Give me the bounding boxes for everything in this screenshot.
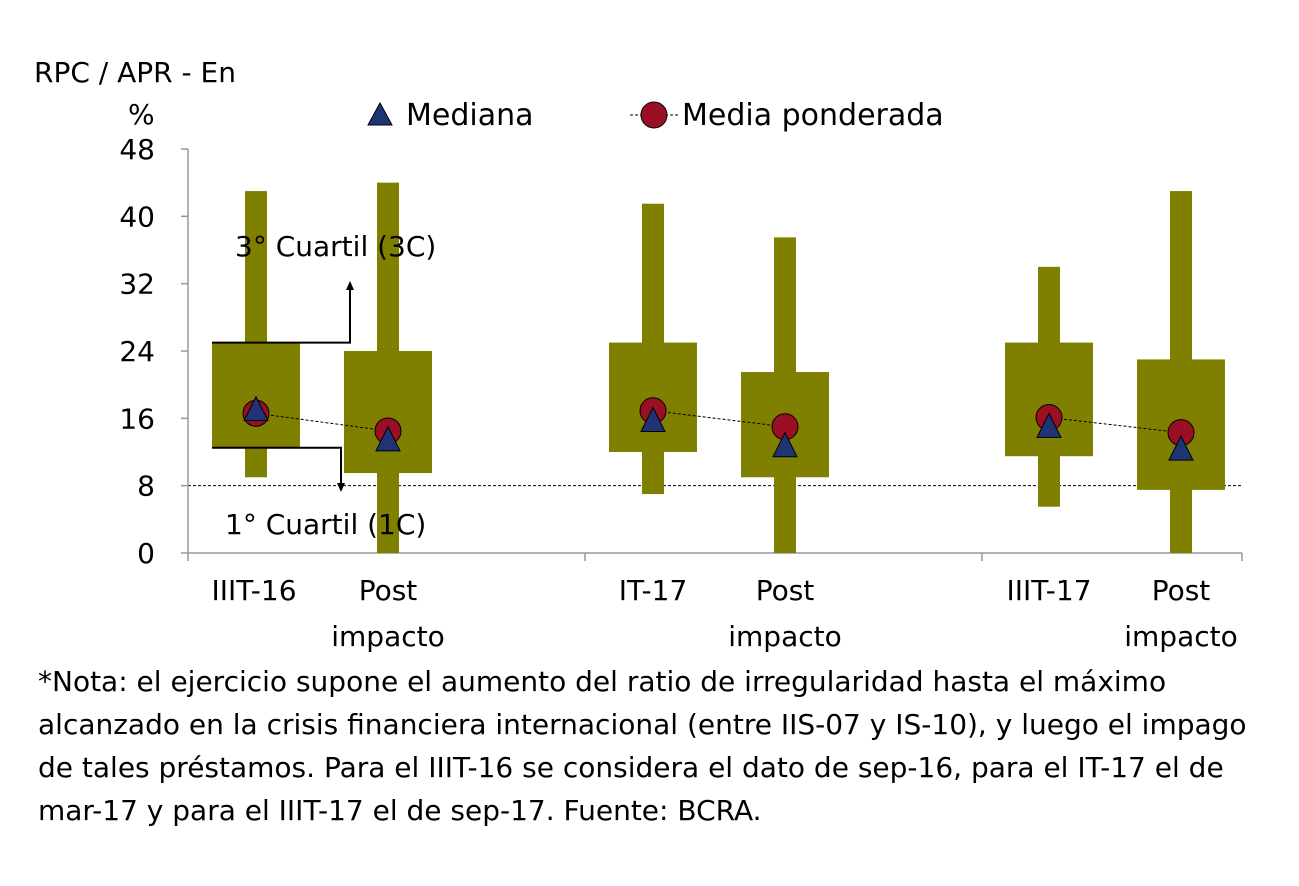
mean-link-line	[652, 410, 786, 428]
legend-mean-marker	[640, 101, 668, 129]
quartile-box	[212, 342, 300, 448]
y-tick-label: 40	[119, 200, 155, 233]
x-tick-label: IT-17	[619, 574, 688, 607]
x-tick-label: impacto	[728, 620, 842, 653]
mean-link-line	[1048, 416, 1182, 434]
mean-link-line	[255, 412, 389, 432]
y-axis-unit: %	[128, 98, 155, 131]
third-quartile-arrowhead	[346, 281, 354, 290]
quartile-box	[344, 351, 432, 474]
y-tick-label: 0	[137, 537, 155, 570]
legend-mean-label: Media ponderada	[682, 98, 944, 133]
y-axis-title: RPC / APR - En	[34, 56, 236, 89]
y-tick-label: 16	[119, 402, 155, 435]
x-tick-label: IIIT-17	[1006, 574, 1091, 607]
y-tick-label: 32	[119, 268, 155, 301]
mean-links	[255, 410, 1182, 434]
third-quartile-label: 3° Cuartil (3C)	[235, 230, 436, 263]
y-tick-label: 8	[137, 470, 155, 503]
median-point	[1036, 412, 1062, 438]
quartile-annotations: 3° Cuartil (3C) 1° Cuartil (1C)	[212, 230, 436, 541]
median-point	[243, 395, 269, 422]
y-tick-labels: 0 8 16 24 32 40 48	[119, 133, 155, 570]
legend-median-label: Mediana	[406, 98, 534, 133]
box-chart: 0 8 16 24 32 40 48 IIIT-16 Post impacto IT-17 Post…	[119, 98, 1243, 653]
x-tick-label: Post	[1152, 574, 1211, 607]
median-point	[1168, 435, 1194, 461]
axes	[181, 148, 1243, 561]
first-quartile-arrowhead	[337, 483, 345, 492]
third-quartile-arrow	[212, 286, 351, 344]
first-quartile-arrow	[212, 446, 342, 487]
footnote: *Nota: el ejercicio supone el aumento de…	[38, 665, 1247, 827]
legend-median-marker	[367, 101, 393, 126]
x-tick-label: Post	[359, 574, 418, 607]
markers	[242, 395, 1195, 461]
y-tick-label: 24	[119, 335, 155, 368]
x-tick-label: IIIT-16	[211, 574, 296, 607]
legend: Mediana Media ponderada	[367, 98, 944, 133]
median-point	[640, 406, 666, 433]
x-tick-labels: IIIT-16 Post impacto IT-17 Post impacto IIIT-1…	[211, 574, 1237, 653]
median-point	[375, 425, 401, 452]
y-tick-label: 48	[119, 133, 155, 166]
median-point	[772, 431, 798, 458]
first-quartile-label: 1° Cuartil (1C)	[225, 508, 426, 541]
x-tick-label: impacto	[1124, 620, 1238, 653]
quartile-box	[1005, 342, 1093, 457]
x-tick-label: impacto	[331, 620, 445, 653]
x-tick-label: Post	[756, 574, 815, 607]
